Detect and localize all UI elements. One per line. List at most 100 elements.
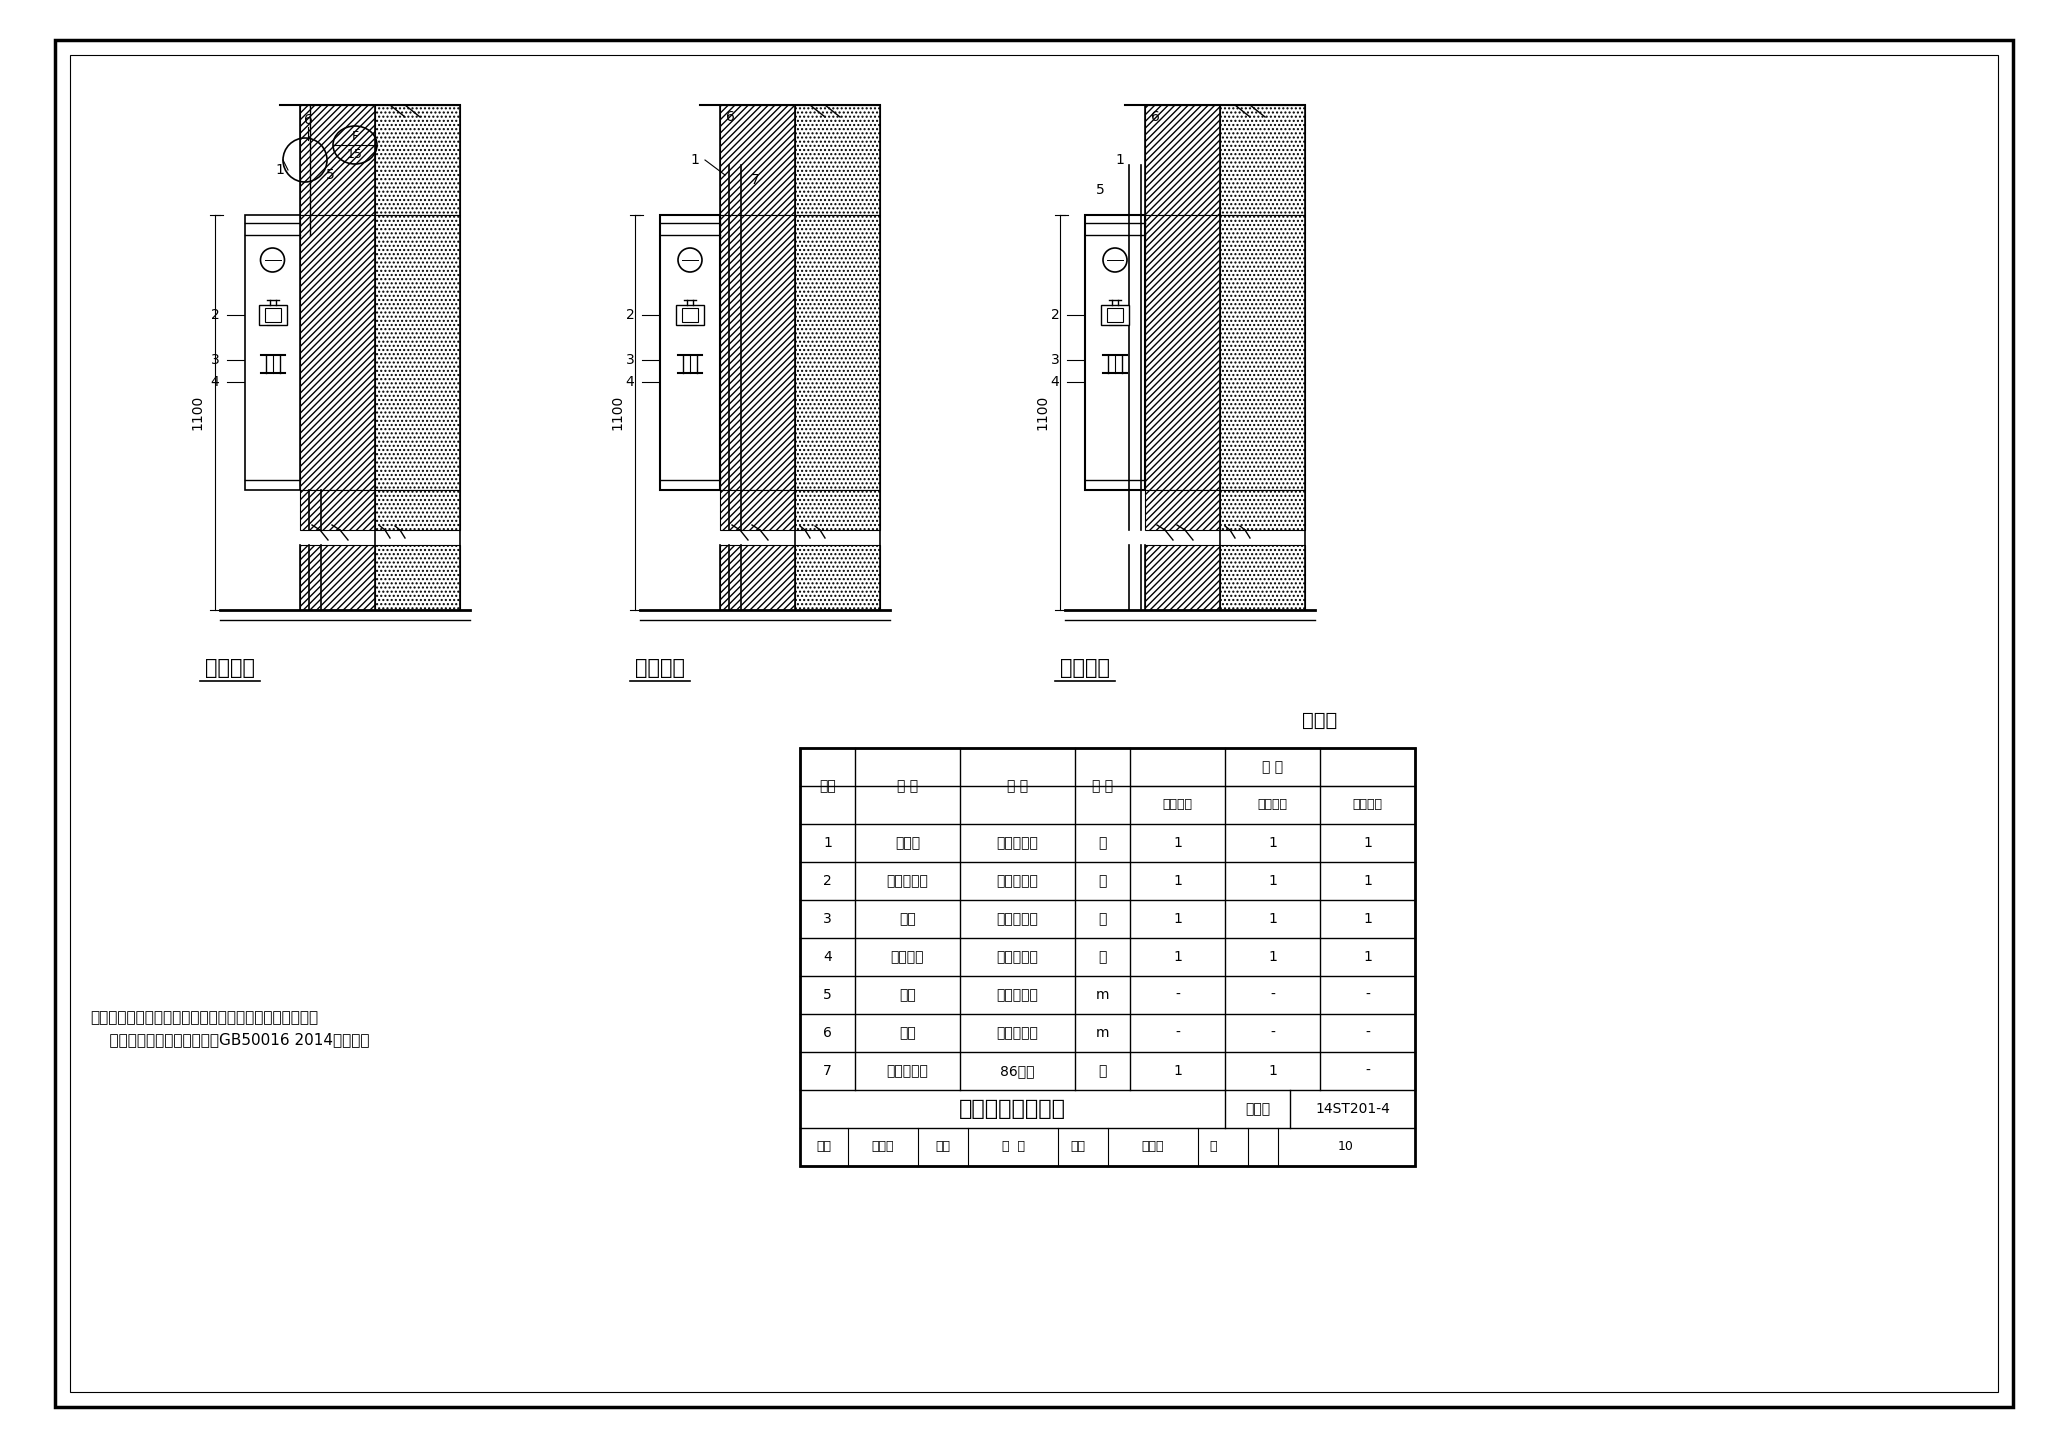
Text: 1100: 1100	[190, 395, 205, 430]
Bar	[1221, 491, 1305, 530]
Bar	[299, 546, 375, 611]
Text: 4: 4	[823, 951, 831, 964]
Bar	[1221, 546, 1305, 611]
Bar	[721, 546, 795, 611]
Text: -: -	[1366, 1026, 1370, 1040]
Bar	[299, 491, 375, 530]
Text: 明箱暗管: 明箱暗管	[1257, 799, 1288, 812]
Text: 1: 1	[1364, 912, 1372, 926]
Text: 2: 2	[625, 308, 635, 323]
Text: 1: 1	[1174, 951, 1182, 964]
Text: 数 量: 数 量	[1262, 760, 1282, 774]
Bar	[375, 491, 461, 530]
Bar	[676, 305, 705, 326]
Bar	[1145, 546, 1221, 611]
Bar	[299, 216, 375, 491]
Bar	[682, 308, 698, 323]
Bar	[795, 106, 881, 216]
Text: 明箱暗管: 明箱暗管	[635, 658, 684, 679]
Text: -: -	[1270, 1026, 1276, 1040]
Text: 3: 3	[211, 353, 219, 368]
Text: 暗箱暗管: 暗箱暗管	[205, 658, 256, 679]
Text: 明箱明管: 明箱明管	[1061, 658, 1110, 679]
Text: 满足《建筑设计防火规范》GB50016 2014的要求。: 满足《建筑设计防火规范》GB50016 2014的要求。	[90, 1032, 369, 1048]
Text: 见设计选型: 见设计选型	[997, 1026, 1038, 1040]
Text: -: -	[1176, 1026, 1180, 1040]
Text: 86系列: 86系列	[999, 1064, 1034, 1078]
Text: 1: 1	[1364, 951, 1372, 964]
Text: 指示灯: 指示灯	[895, 836, 920, 849]
Bar	[1085, 216, 1145, 491]
Text: m: m	[1096, 988, 1110, 1001]
Text: 杨  琪: 杨 琪	[1001, 1140, 1024, 1153]
Text: -: -	[1366, 1064, 1370, 1078]
Text: 3: 3	[823, 912, 831, 926]
Bar	[299, 106, 375, 216]
Text: 设计: 设计	[1071, 1140, 1085, 1153]
Text: 1: 1	[1268, 874, 1278, 888]
Text: 6: 6	[823, 1026, 831, 1040]
Bar	[1108, 308, 1122, 323]
Text: 1: 1	[1174, 836, 1182, 849]
Text: 图集号: 图集号	[1245, 1103, 1270, 1116]
Bar	[721, 216, 795, 491]
Text: 名 称: 名 称	[897, 778, 918, 793]
Text: 序号: 序号	[819, 778, 836, 793]
Bar	[375, 216, 461, 491]
Bar	[375, 106, 461, 216]
Text: 消火栓按钮: 消火栓按钮	[887, 874, 928, 888]
Text: 1: 1	[1268, 912, 1278, 926]
Text: 个: 个	[1098, 951, 1106, 964]
Text: 消火栓箱: 消火栓箱	[891, 951, 924, 964]
Text: 1: 1	[1364, 836, 1372, 849]
Text: 李俊青: 李俊青	[1141, 1140, 1163, 1153]
Text: 软管: 软管	[899, 988, 915, 1001]
Text: 7: 7	[823, 1064, 831, 1078]
Text: 1: 1	[690, 153, 700, 166]
Bar	[264, 308, 281, 323]
Text: 1: 1	[1364, 874, 1372, 888]
Text: 见设计选型: 见设计选型	[997, 988, 1038, 1001]
Text: 明箱明管: 明箱明管	[1352, 799, 1382, 812]
Text: 2: 2	[211, 308, 219, 323]
Bar	[1145, 216, 1221, 491]
Text: 4: 4	[1051, 375, 1059, 389]
Text: 钢管: 钢管	[899, 1026, 915, 1040]
Text: 3: 3	[625, 353, 635, 368]
Text: 页: 页	[1208, 1140, 1217, 1153]
Text: 6: 6	[1151, 110, 1159, 124]
Text: 10: 10	[1337, 1140, 1354, 1153]
Bar	[1145, 106, 1221, 216]
Text: -: -	[1366, 988, 1370, 1001]
Bar	[721, 106, 795, 216]
Text: 个: 个	[1098, 912, 1106, 926]
Text: 14ST201-4: 14ST201-4	[1315, 1103, 1391, 1116]
Text: 4: 4	[211, 375, 219, 389]
Bar	[795, 491, 881, 530]
Text: -: -	[1270, 988, 1276, 1001]
Bar	[375, 546, 461, 611]
Bar	[1221, 106, 1305, 216]
Text: 5: 5	[823, 988, 831, 1001]
Bar	[659, 216, 721, 491]
Text: 见设计选型: 见设计选型	[997, 912, 1038, 926]
Text: 栓头: 栓头	[899, 912, 915, 926]
Text: 个: 个	[1098, 874, 1106, 888]
Bar	[795, 546, 881, 611]
Text: 单 位: 单 位	[1092, 778, 1112, 793]
Bar	[1102, 305, 1128, 326]
Text: 审核: 审核	[817, 1140, 831, 1153]
Bar	[1145, 491, 1221, 530]
Text: 1100: 1100	[1034, 395, 1049, 430]
Text: F: F	[352, 129, 358, 142]
Text: m: m	[1096, 1026, 1110, 1040]
Bar	[721, 491, 795, 530]
Text: 1: 1	[276, 164, 285, 177]
Text: 注：暗箱暗管的预留应与结构专业配合，其线管的保护层: 注：暗箱暗管的预留应与结构专业配合，其线管的保护层	[90, 1010, 317, 1024]
Text: 1: 1	[1268, 836, 1278, 849]
Text: 7: 7	[752, 174, 760, 187]
Text: 2: 2	[823, 874, 831, 888]
Text: 见设计选型: 见设计选型	[997, 951, 1038, 964]
Text: 个: 个	[1098, 836, 1106, 849]
Text: 1: 1	[1174, 874, 1182, 888]
